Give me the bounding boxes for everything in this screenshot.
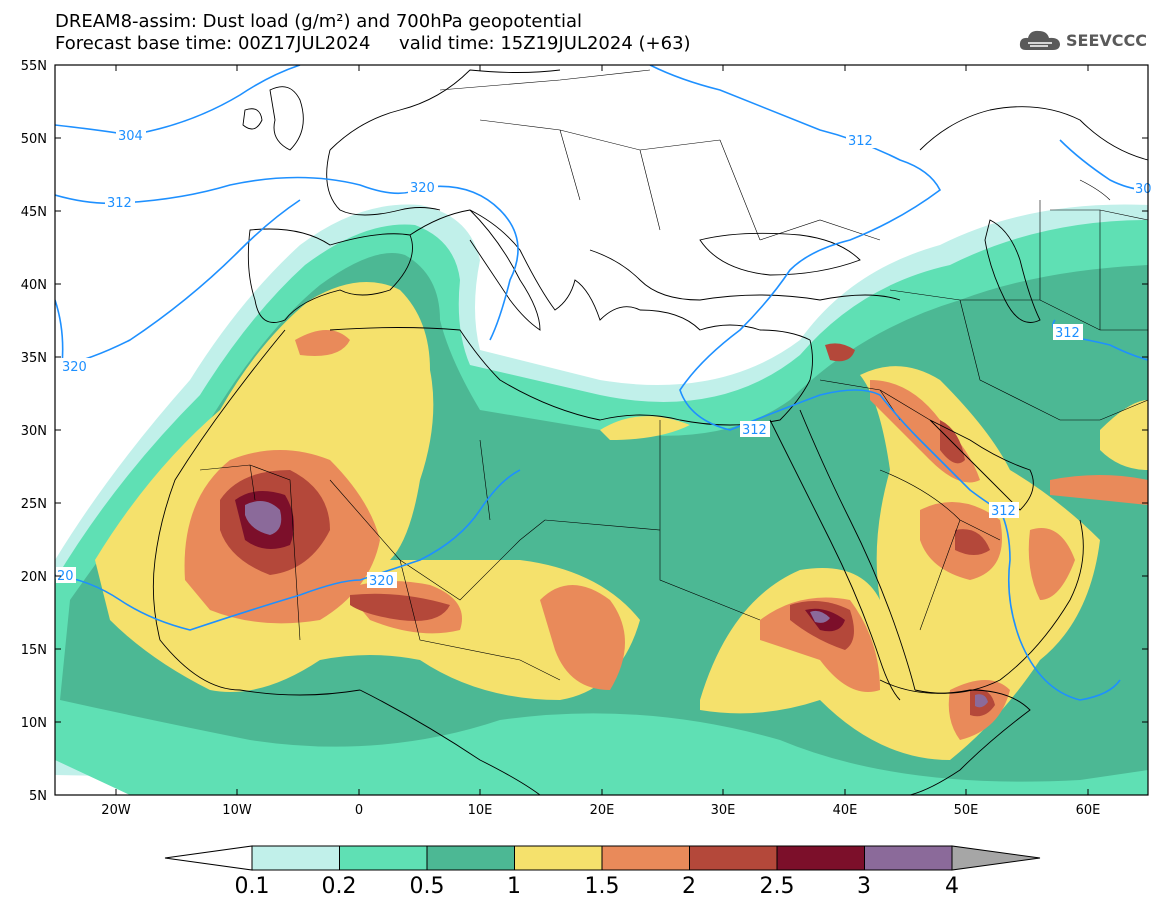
contour-312-east bbox=[649, 65, 1121, 701]
contour-label: 312 bbox=[742, 423, 767, 438]
contour-label: 320 bbox=[369, 574, 394, 589]
colorbar-label: 4 bbox=[945, 874, 959, 899]
colorbar-labels: 0.1 0.2 0.5 1 1.5 2 2.5 3 4 bbox=[235, 874, 960, 899]
colorbar-label: 2.5 bbox=[760, 874, 795, 899]
colorbar-boxes bbox=[251, 845, 953, 871]
contour-312-west bbox=[55, 176, 519, 341]
colorbar-swatch bbox=[514, 845, 603, 871]
colorbar-label: 1 bbox=[507, 874, 521, 899]
cloud-logo-icon bbox=[1019, 30, 1060, 50]
lat-label: 20N bbox=[21, 570, 47, 585]
colorbar: 0.1 0.2 0.5 1 1.5 2 2.5 3 4 bbox=[164, 845, 1041, 899]
lon-label: 60E bbox=[1076, 803, 1101, 818]
colorbar-swatch bbox=[601, 845, 690, 871]
colorbar-swatch bbox=[864, 845, 953, 871]
lat-label: 40N bbox=[21, 278, 47, 293]
lon-label: 10E bbox=[468, 803, 493, 818]
contour-304 bbox=[55, 65, 301, 136]
colorbar-overflow-arrow bbox=[951, 845, 1041, 871]
lon-label: 50E bbox=[954, 803, 979, 818]
colorbar-swatch bbox=[776, 845, 865, 871]
contour-label: 320 bbox=[62, 360, 87, 375]
contour-label: 20 bbox=[57, 569, 74, 584]
colorbar-underflow-arrow bbox=[164, 845, 253, 871]
lat-label: 50N bbox=[21, 132, 47, 147]
lon-label: 30E bbox=[711, 803, 736, 818]
logo-text: SEEVCCC bbox=[1066, 30, 1147, 50]
lat-label: 35N bbox=[21, 351, 47, 366]
colorbar-label: 3 bbox=[857, 874, 871, 899]
contour-label: 312 bbox=[991, 504, 1016, 519]
colorbar-swatch bbox=[689, 845, 778, 871]
lon-label: 20W bbox=[101, 803, 131, 818]
colorbar-label: 1.5 bbox=[585, 874, 620, 899]
lon-label: 40E bbox=[833, 803, 858, 818]
colorbar-label: 0.5 bbox=[410, 874, 445, 899]
contour-320-west bbox=[55, 199, 301, 366]
map-title-line-2: Forecast base time: 00Z17JUL2024 valid t… bbox=[55, 33, 691, 54]
contour-label: 312 bbox=[1055, 326, 1080, 341]
lon-label: 10W bbox=[222, 803, 252, 818]
contour-320-sahel bbox=[55, 469, 521, 631]
lat-label: 25N bbox=[21, 497, 47, 512]
lat-label: 15N bbox=[21, 643, 47, 658]
coastlines bbox=[152, 69, 1148, 795]
longitude-labels: 20W 10W 0 10E 20E 30E 40E 50E 60E bbox=[101, 803, 1100, 818]
dust-band-1.0-east bbox=[700, 366, 1100, 760]
lat-label: 45N bbox=[21, 205, 47, 220]
contour-labels: 304 312 320 320 312 312 312 312 30 320 2… bbox=[56, 127, 1152, 589]
latitude-labels: 55N 50N 45N 40N 35N 30N 25N 20N 15N 10N … bbox=[21, 59, 47, 804]
lat-label: 5N bbox=[29, 789, 47, 804]
lon-label: 0 bbox=[355, 803, 363, 818]
seevccc-logo: SEEVCCC bbox=[1018, 26, 1147, 54]
lat-label: 30N bbox=[21, 424, 47, 439]
contour-label: 304 bbox=[118, 129, 143, 144]
lat-label: 55N bbox=[21, 59, 47, 74]
lat-label: 10N bbox=[21, 716, 47, 731]
colorbar-swatch bbox=[251, 845, 340, 871]
lon-label: 20E bbox=[590, 803, 615, 818]
dust-band-3.0 bbox=[245, 501, 282, 535]
contour-label: 320 bbox=[410, 181, 435, 196]
colorbar-label: 2 bbox=[682, 874, 696, 899]
colorbar-swatch bbox=[426, 845, 515, 871]
colorbar-label: 0.1 bbox=[235, 874, 270, 899]
colorbar-label: 0.2 bbox=[322, 874, 357, 899]
map-title-line-1: DREAM8-assim: Dust load (g/m²) and 700hP… bbox=[55, 11, 582, 32]
contour-label: 30 bbox=[1135, 182, 1152, 197]
axis-ticks bbox=[55, 64, 1148, 796]
contour-label: 312 bbox=[848, 134, 873, 149]
contour-label: 312 bbox=[107, 196, 132, 211]
colorbar-swatch bbox=[339, 845, 428, 871]
